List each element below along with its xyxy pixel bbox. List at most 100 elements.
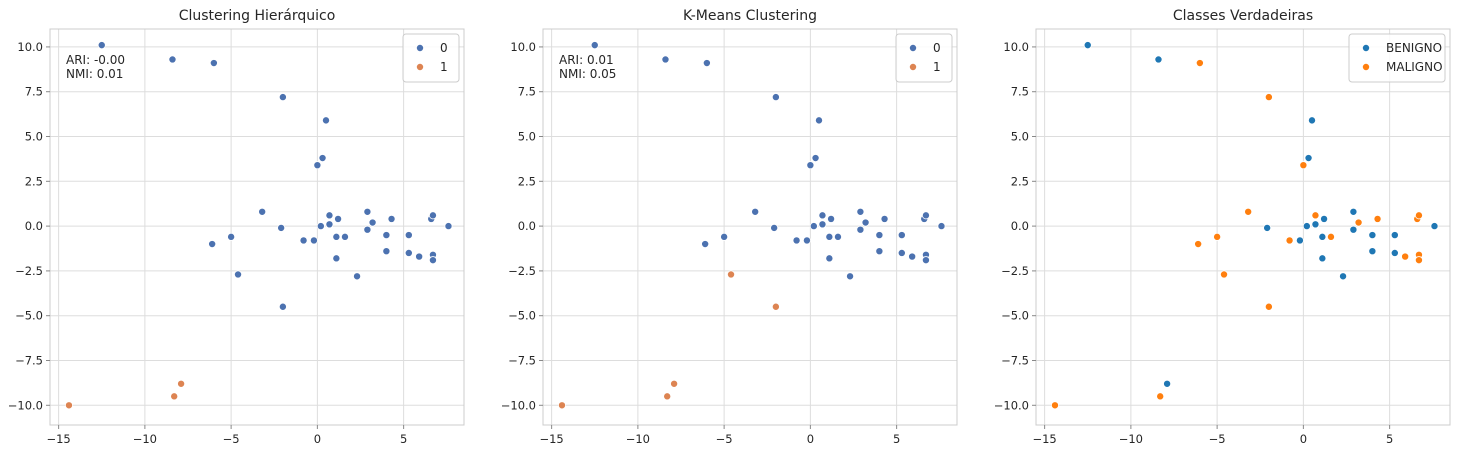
x-tick-label: −15 [539,432,563,446]
data-point [321,116,330,125]
y-tick-label: 7.5 [518,85,536,99]
legend: 01 [895,33,953,83]
data-point [720,232,729,241]
data-point [771,302,780,311]
data-point [856,207,865,216]
data-point [258,207,267,216]
data-point [168,55,177,64]
data-point [1318,232,1327,241]
series-0 [97,41,453,311]
data-point [404,231,413,240]
y-tick-label: −2.5 [15,264,43,278]
legend-box [895,33,953,83]
data-point [1320,214,1329,223]
data-point [316,222,325,231]
y-tick-label: 0.0 [518,219,536,233]
data-point [825,254,834,263]
data-point [661,55,670,64]
chart-panel-2: −15 −10 −5 0 5 −10.0 −7.5 −5.0 −2.5 0.0 2.5 5.0 7.5 1… [501,8,958,446]
y-tick-label: −5.0 [15,309,43,323]
x-tick-label: 0 [314,432,321,446]
data-point [771,93,780,102]
y-tick-label: −10.0 [501,398,536,412]
x-tick-label: −5 [223,432,240,446]
data-point [1156,392,1165,401]
legend-label: 0 [440,41,448,55]
data-point [428,211,437,220]
data-point [353,272,362,281]
y-tick-label: −2.5 [508,264,536,278]
legend-label: MALIGNO [1386,60,1443,74]
data-point [325,211,334,220]
y-tick-label: 7.5 [1011,85,1029,99]
data-point [332,254,341,263]
data-point [1401,252,1410,261]
data-point [1430,222,1439,231]
data-point [1339,272,1348,281]
y-tick-label: −7.5 [508,353,536,367]
data-point [770,223,779,232]
chart-title: Clustering Hierárquico [179,8,336,24]
data-point [792,236,801,245]
y-tick-label: −7.5 [1001,353,1029,367]
metrics-annotation-line: NMI: 0.05 [559,67,616,81]
y-tick-label: −5.0 [508,309,536,323]
chart-title: Classes Verdadeiras [1173,8,1313,24]
legend-marker [415,63,424,72]
data-point [309,236,318,245]
data-point [590,41,599,50]
series-BENIGNO [1083,41,1439,388]
data-point [382,231,391,240]
data-point [1195,59,1204,68]
data-point [428,256,437,265]
data-point [382,247,391,256]
legend-marker [909,63,918,72]
data-point [444,222,453,231]
x-tick-label: −10 [133,432,157,446]
data-point [363,207,372,216]
data-point [97,41,106,50]
data-point [875,247,884,256]
y-tick-label: −5.0 [1001,309,1029,323]
data-point [278,93,287,102]
chart-panel-3: −15 −10 −5 0 5 −10.0 −7.5 −5.0 −2.5 0.0 2.5 5.0 7.5 1… [994,8,1451,446]
x-tick-label: −15 [1032,432,1056,446]
series-1 [557,270,780,410]
y-tick-label: 10.0 [17,40,43,54]
x-tick-label: 0 [1300,432,1307,446]
data-point [727,270,736,279]
data-point [1390,248,1399,257]
legend-box [1348,33,1446,83]
data-point [1163,379,1172,388]
data-point [299,236,308,245]
data-point [880,214,889,223]
data-point [1285,236,1294,245]
data-point [64,401,73,410]
data-point [815,116,824,125]
data-point [1299,161,1308,170]
y-tick-label: 5.0 [25,130,43,144]
data-point [1083,41,1092,50]
data-point [809,222,818,231]
y-tick-label: 0.0 [1011,219,1029,233]
series-1 [64,379,186,410]
chart-panel-1: −15 −10 −5 0 5 −10.0 −7.5 −5.0 −2.5 0.0 2.5 5.0 7.5 1… [8,8,465,446]
series-0 [590,41,946,281]
data-point [1050,401,1059,410]
metrics-annotation-line: ARI: 0.01 [559,53,614,67]
data-point [208,240,217,249]
data-point [170,392,179,401]
data-point [1213,232,1222,241]
y-tick-label: 2.5 [25,174,43,188]
data-point [1308,116,1317,125]
x-tick-label: 0 [807,432,814,446]
y-tick-label: 10.0 [1003,40,1029,54]
y-tick-label: 0.0 [25,219,43,233]
legend-box [402,33,460,83]
data-point [1154,55,1163,64]
legend: BENIGNO MALIGNO [1348,33,1446,83]
x-tick-label: −5 [1209,432,1226,446]
data-point [827,214,836,223]
chart-title: K-Means Clustering [683,8,817,24]
